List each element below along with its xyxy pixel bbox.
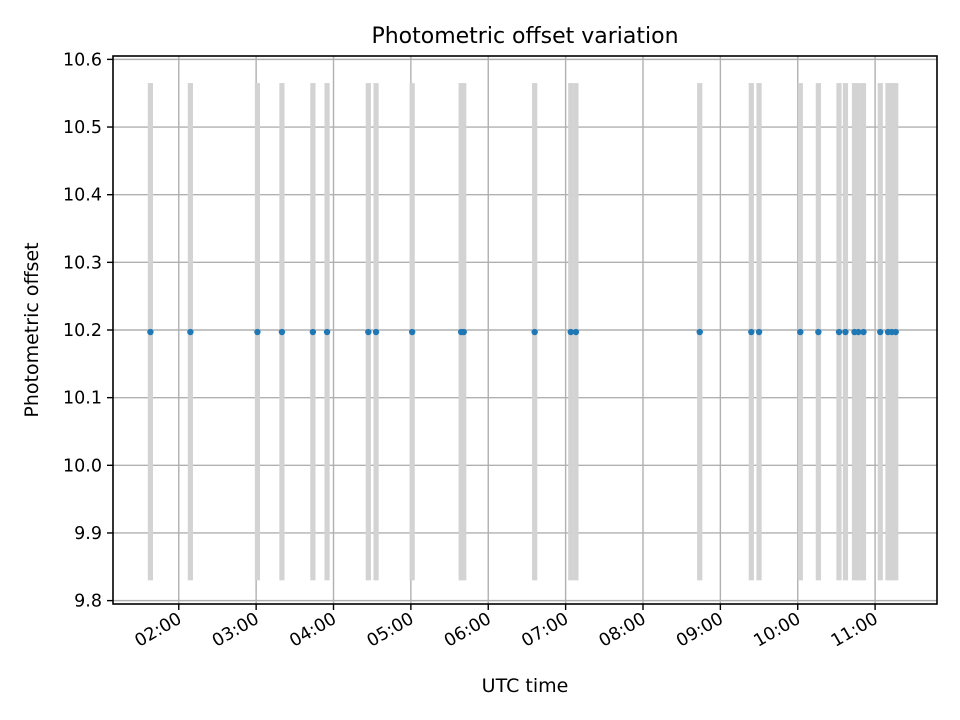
data-point (755, 328, 763, 336)
data-point (748, 328, 755, 336)
x-axis-label: UTC time (482, 675, 569, 697)
data-point (278, 328, 286, 336)
plot-area (112, 55, 938, 605)
y-axis-label: Photometric offset (21, 242, 43, 417)
data-point (309, 328, 317, 336)
x-tick-label: 08:00 (596, 609, 650, 652)
y-tick-label: 10.6 (63, 50, 102, 70)
y-tick-label: 10.2 (63, 321, 102, 341)
y-tick-label: 10.0 (63, 456, 102, 476)
data-point (147, 328, 154, 336)
x-tick-label: 07:00 (518, 609, 572, 652)
y-tick-label: 9.9 (74, 524, 102, 544)
x-tick-label: 09:00 (673, 609, 727, 652)
data-point (531, 328, 538, 336)
data-point (892, 328, 899, 336)
data-points (147, 328, 899, 336)
data-point (408, 328, 416, 336)
data-point (842, 328, 849, 336)
data-point (855, 328, 862, 336)
data-point (460, 328, 467, 336)
data-point (835, 328, 843, 336)
data-point (860, 328, 867, 336)
x-tick-label: 11:00 (828, 609, 882, 652)
data-point (815, 328, 822, 336)
data-point (187, 328, 194, 336)
data-point (572, 328, 580, 336)
data-point (323, 328, 331, 336)
x-tick-label: 03:00 (209, 609, 263, 652)
data-point (567, 328, 574, 336)
x-tick-label: 04:00 (286, 609, 340, 652)
x-tick-label: 02:00 (132, 609, 186, 652)
data-point (797, 328, 804, 336)
y-tick-label: 9.8 (74, 592, 102, 612)
y-tick-label: 10.1 (63, 389, 102, 409)
x-tick-label: 06:00 (441, 609, 495, 652)
data-point (372, 328, 380, 336)
x-axis: 02:00 03:00 04:00 05:00 06:00 07:00 08:00 09:00… (132, 604, 882, 652)
y-tick-label: 10.3 (63, 253, 102, 273)
x-tick-label: 10:00 (751, 609, 805, 652)
data-point (254, 328, 261, 336)
x-tick-label: 05:00 (364, 609, 418, 652)
data-point (696, 328, 703, 336)
data-point (877, 328, 884, 336)
y-axis: 9.8 9.9 10.0 10.1 10.2 10.3 10.4 10.5 10.6 (63, 50, 113, 612)
data-point (365, 328, 372, 336)
y-tick-label: 10.4 (63, 186, 102, 206)
y-tick-label: 10.5 (63, 118, 102, 138)
chart-title: Photometric offset variation (371, 24, 678, 49)
